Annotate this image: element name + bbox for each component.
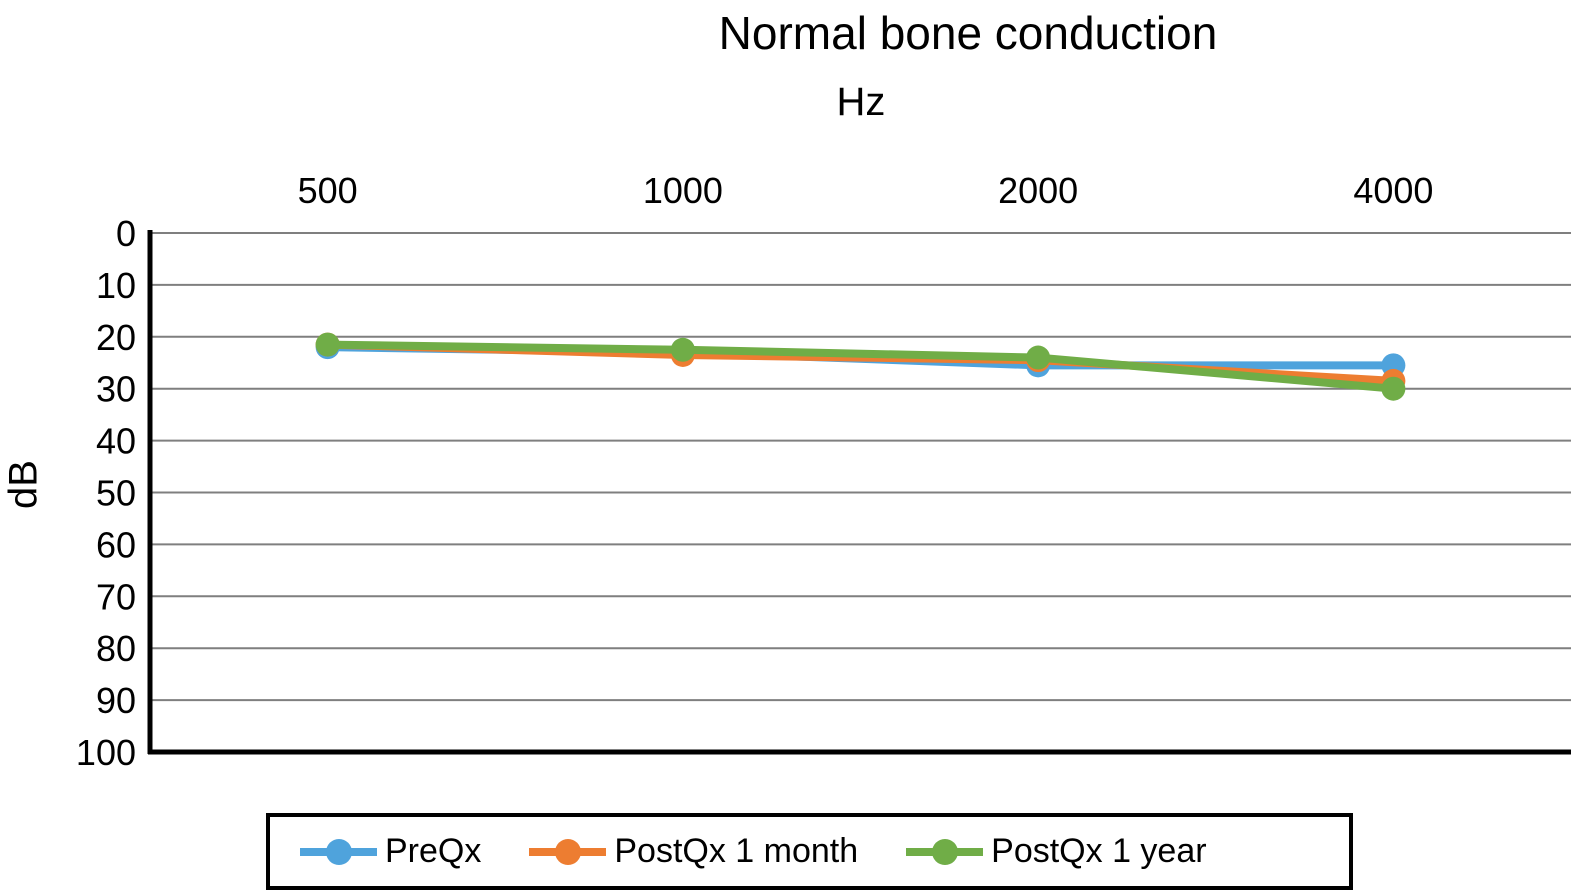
x-tick-label: 4000	[1353, 170, 1433, 211]
y-tick-label: 10	[96, 265, 136, 306]
data-point-marker	[315, 332, 340, 357]
line-marker-icon	[529, 838, 607, 865]
data-point-marker	[1026, 345, 1051, 370]
legend-item-postqx-1-year: PostQx 1 year	[906, 832, 1207, 871]
legend-item-preqx: PreQx	[300, 832, 481, 871]
legend: PreQx PostQx 1 month PostQx 1 year	[266, 813, 1353, 890]
y-tick-label: 20	[96, 317, 136, 358]
y-tick-label: 100	[76, 732, 136, 773]
y-tick-label: 50	[96, 472, 136, 513]
x-tick-label: 500	[298, 170, 358, 211]
legend-label: PostQx 1 year	[991, 832, 1207, 870]
x-tick-label: 1000	[643, 170, 723, 211]
x-axis-title: Hz	[836, 80, 886, 124]
y-tick-label: 60	[96, 524, 136, 565]
line-marker-icon	[300, 838, 377, 865]
x-tick-label: 2000	[998, 170, 1078, 211]
y-tick-label: 70	[96, 576, 136, 617]
data-point-marker	[670, 337, 695, 362]
legend-item-postqx-1-month: PostQx 1 month	[529, 832, 858, 871]
data-point-marker	[1381, 376, 1406, 401]
y-tick-label: 90	[96, 680, 136, 721]
y-tick-label: 30	[96, 369, 136, 410]
legend-label: PreQx	[385, 832, 482, 870]
series-line	[323, 340, 1398, 393]
y-tick-label: 40	[96, 421, 136, 462]
chart-title: Normal bone conduction	[718, 7, 1218, 59]
legend-label: PostQx 1 month	[614, 832, 859, 870]
y-tick-label: 0	[116, 213, 136, 254]
line-marker-icon	[906, 838, 984, 865]
y-tick-label: 80	[96, 628, 136, 669]
